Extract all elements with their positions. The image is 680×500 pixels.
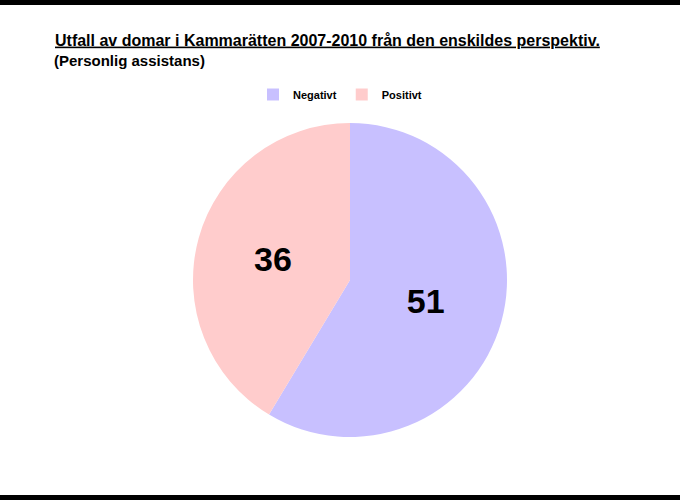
svg-text:Utfall av domar i Kammarätten: Utfall av domar i Kammarätten 2007-2010 … <box>55 32 600 49</box>
svg-text:Positivt: Positivt <box>382 89 422 101</box>
svg-text:51: 51 <box>407 282 445 320</box>
svg-text:Negativt: Negativt <box>293 89 337 101</box>
svg-text:(Personlig assistans): (Personlig assistans) <box>54 52 205 69</box>
svg-text:36: 36 <box>254 240 292 278</box>
